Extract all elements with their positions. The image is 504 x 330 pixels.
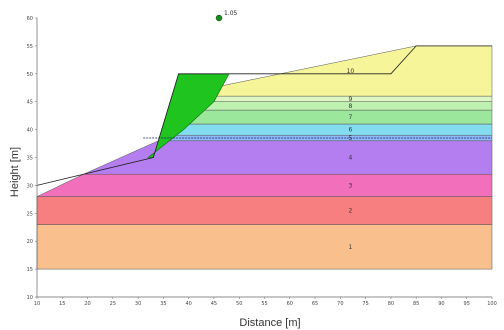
layer-label-8: 8 (349, 103, 353, 110)
y-tick-label: 15 (27, 267, 33, 273)
factor-of-safety: 1.05 (215, 10, 238, 22)
layer-label-6: 6 (349, 127, 353, 134)
layer-1 (36, 224, 493, 270)
y-tick-label: 60 (27, 16, 33, 22)
x-tick-label: 60 (287, 301, 293, 307)
y-tick-label: 55 (27, 44, 33, 50)
tick-labels: 10 15 20 25 30 35 40 45 50 55 60 65 70 75 80 85 90 95 1001… (27, 16, 497, 307)
y-tick-label: 30 (27, 183, 33, 189)
x-tick-label: 70 (337, 301, 343, 307)
x-tick-label: 35 (160, 301, 166, 307)
x-tick-label: 100 (487, 301, 497, 307)
x-tick-label: 85 (413, 301, 419, 307)
x-tick-label: 45 (211, 301, 217, 307)
y-tick-label: 40 (27, 128, 33, 134)
layer-label-9: 9 (349, 96, 353, 103)
y-tick-label: 25 (27, 211, 33, 217)
layer-6 (159, 123, 493, 136)
layer-label-7: 7 (349, 114, 353, 121)
factor-of-safety-label: 1.05 (224, 10, 238, 17)
y-axis-label: Height [m] (9, 147, 21, 197)
soil-layers (36, 45, 493, 270)
layer-label-3: 3 (349, 182, 353, 189)
layer-7 (163, 109, 493, 125)
slope-outline (36, 45, 492, 186)
x-tick-label: 75 (362, 301, 368, 307)
layer-label-5: 5 (349, 135, 353, 142)
x-tick-label: 55 (261, 301, 267, 307)
y-tick-label: 45 (27, 100, 33, 106)
x-tick-label: 65 (312, 301, 318, 307)
x-axis-label: Distance [m] (239, 317, 300, 329)
x-tick-label: 95 (464, 301, 470, 307)
layer-9 (169, 95, 493, 102)
ground-surface-line (36, 45, 492, 186)
y-tick-label: 50 (27, 72, 33, 78)
layer-label-2: 2 (349, 208, 353, 215)
x-tick-label: 50 (236, 301, 242, 307)
x-tick-label: 90 (438, 301, 444, 307)
x-tick-label: 80 (388, 301, 394, 307)
layer-label-1: 1 (349, 244, 353, 251)
x-tick-label: 10 (34, 301, 40, 307)
x-tick-label: 30 (135, 301, 141, 307)
layer-label-4: 4 (349, 155, 353, 162)
layer-8 (167, 101, 493, 111)
x-tick-label: 25 (110, 301, 116, 307)
y-tick-label: 20 (27, 239, 33, 245)
layer-label-10: 10 (347, 68, 355, 75)
y-tick-label: 10 (27, 295, 33, 301)
y-tick-label: 35 (27, 156, 33, 162)
layer-4 (83, 140, 493, 175)
layer-3 (36, 173, 493, 197)
x-tick-label: 20 (84, 301, 90, 307)
layer-2 (36, 196, 493, 225)
x-tick-label: 40 (185, 301, 191, 307)
center-of-rotation (215, 14, 223, 22)
x-tick-label: 15 (59, 301, 65, 307)
layer-labels: 1 2 3 4 56 7 89 10 (347, 68, 355, 251)
